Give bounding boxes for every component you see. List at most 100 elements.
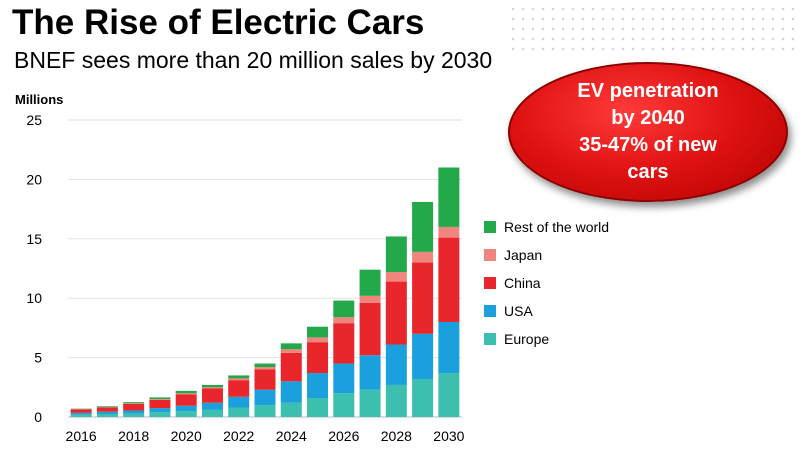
bar-japan-2018: [123, 403, 145, 404]
bar-usa-2027: [359, 355, 381, 390]
bar-europe-2029: [412, 378, 434, 417]
bar-china-2030: [438, 237, 460, 322]
x-tick-label: 2018: [118, 428, 149, 444]
bar-china-2026: [333, 323, 355, 364]
bar-china-2021: [201, 388, 223, 403]
bar-rest-of-the-world-2023: [254, 363, 276, 368]
y-tick-label: 15: [26, 231, 42, 247]
bar-europe-2018: [123, 413, 145, 417]
x-tick-label: 2028: [381, 428, 412, 444]
bar-japan-2028: [385, 272, 407, 282]
x-tick-label: 2026: [328, 428, 359, 444]
legend-swatch-japan: [484, 249, 496, 261]
y-tick-label: 10: [26, 290, 42, 306]
legend-label-japan: Japan: [504, 247, 542, 263]
y-tick-label: 20: [26, 171, 42, 187]
bar-usa-2030: [438, 321, 460, 374]
bar-rest-of-the-world-2024: [280, 343, 302, 350]
bar-usa-2026: [333, 363, 355, 394]
bar-china-2025: [307, 342, 329, 374]
x-tick-label: 2030: [433, 428, 464, 444]
bar-japan-2021: [201, 387, 223, 389]
bar-usa-2029: [412, 333, 434, 379]
bar-china-2017: [96, 407, 118, 412]
bar-japan-2022: [228, 378, 250, 381]
bar-japan-2025: [307, 337, 329, 343]
bar-rest-of-the-world-2021: [201, 384, 223, 388]
bar-europe-2023: [254, 405, 276, 417]
bar-rest-of-the-world-2030: [438, 167, 460, 227]
bar-europe-2021: [201, 409, 223, 417]
legend-swatch-europe: [484, 333, 496, 345]
legend-label-rest-of-the-world: Rest of the world: [504, 219, 609, 235]
legend-label-europe: Europe: [504, 331, 549, 347]
bar-usa-2023: [254, 389, 276, 406]
bar-japan-2027: [359, 295, 381, 303]
bar-china-2019: [149, 399, 171, 409]
bar-china-2028: [385, 281, 407, 345]
x-tick-label: 2016: [66, 428, 97, 444]
bar-europe-2016: [70, 414, 92, 417]
bar-europe-2022: [228, 407, 250, 417]
bar-rest-of-the-world-2025: [307, 326, 329, 338]
bar-rest-of-the-world-2026: [333, 300, 355, 318]
bar-china-2018: [123, 403, 145, 411]
bar-japan-2024: [280, 349, 302, 353]
callout-text: EV penetration by 2040 35-47% of new car…: [577, 80, 719, 183]
y-axis-label: Millions: [15, 92, 63, 107]
y-tick-label: 0: [34, 409, 42, 425]
bar-europe-2025: [307, 397, 329, 417]
bar-rest-of-the-world-2028: [385, 236, 407, 273]
bar-usa-2025: [307, 373, 329, 398]
dot-pattern-decoration: [508, 4, 794, 54]
bar-china-2022: [228, 380, 250, 397]
bar-usa-2017: [96, 411, 118, 415]
bar-europe-2030: [438, 373, 460, 417]
bar-rest-of-the-world-2017: [96, 406, 118, 408]
x-tick-label: 2024: [276, 428, 307, 444]
x-tick-label: 2020: [171, 428, 202, 444]
bar-europe-2017: [96, 414, 118, 417]
bar-japan-2019: [149, 399, 171, 400]
bar-japan-2023: [254, 367, 276, 370]
bar-europe-2027: [359, 389, 381, 417]
bar-china-2016: [70, 409, 92, 413]
bar-rest-of-the-world-2018: [123, 402, 145, 404]
y-tick-label: 25: [26, 112, 42, 128]
bar-rest-of-the-world-2020: [175, 390, 197, 394]
bar-rest-of-the-world-2019: [149, 397, 171, 400]
legend-swatch-rest-of-the-world: [484, 221, 496, 233]
bar-china-2024: [280, 352, 302, 382]
legend-swatch-china: [484, 277, 496, 289]
bar-europe-2028: [385, 384, 407, 417]
ev-penetration-callout: EV penetration by 2040 35-47% of new car…: [508, 62, 788, 202]
bar-europe-2020: [175, 411, 197, 417]
bar-rest-of-the-world-2029: [412, 201, 434, 252]
legend-swatch-usa: [484, 305, 496, 317]
bar-rest-of-the-world-2022: [228, 375, 250, 379]
bar-usa-2021: [201, 402, 223, 410]
page-subtitle: BNEF sees more than 20 million sales by …: [14, 47, 493, 73]
bar-usa-2022: [228, 396, 250, 408]
x-tick-label: 2022: [223, 428, 254, 444]
legend-label-usa: USA: [504, 303, 533, 319]
bar-china-2020: [175, 394, 197, 406]
bar-usa-2018: [123, 410, 145, 414]
page-title: The Rise of Electric Cars: [12, 3, 425, 42]
bar-europe-2026: [333, 393, 355, 417]
y-tick-label: 5: [34, 350, 42, 366]
bar-usa-2024: [280, 381, 302, 403]
bar-usa-2016: [70, 412, 92, 415]
bar-europe-2024: [280, 402, 302, 417]
bar-usa-2028: [385, 344, 407, 385]
legend-label-china: China: [504, 275, 541, 291]
bar-china-2029: [412, 262, 434, 334]
bar-japan-2026: [333, 317, 355, 324]
bar-china-2023: [254, 369, 276, 390]
bar-rest-of-the-world-2027: [359, 269, 381, 296]
bar-japan-2030: [438, 226, 460, 238]
bar-usa-2019: [149, 408, 171, 413]
bar-japan-2029: [412, 251, 434, 263]
bar-europe-2019: [149, 412, 171, 417]
